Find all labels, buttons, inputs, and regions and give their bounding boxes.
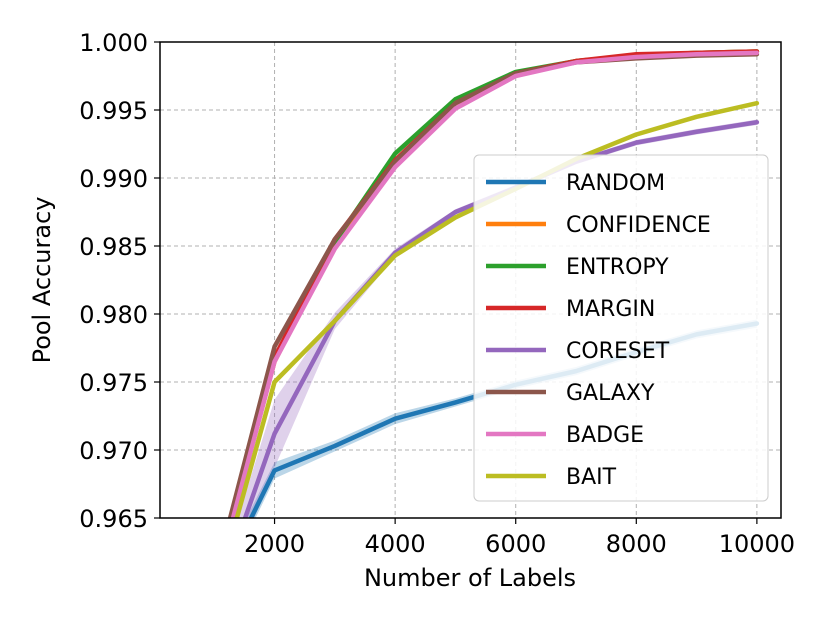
- legend: RANDOM CONFIDENCE ENTROPY MARGIN CORESET GALA…: [473, 154, 769, 502]
- legend-label-entropy: ENTROPY: [566, 255, 669, 280]
- y-tick-label: 0.990: [79, 165, 148, 193]
- y-tick-label: 1.000: [79, 29, 148, 57]
- band-coreset: [238, 119, 757, 518]
- y-tick-label: 0.970: [79, 437, 148, 465]
- legend-box: [473, 154, 769, 502]
- x-tick-label: 10000: [719, 530, 795, 558]
- legend-label-random: RANDOM: [566, 171, 665, 196]
- y-tick-label: 0.975: [79, 369, 148, 397]
- legend-label-badge: BADGE: [566, 423, 644, 448]
- x-axis-label: Number of Labels: [364, 564, 576, 592]
- y-tick-label: 0.965: [79, 505, 148, 533]
- x-tick-label: 4000: [365, 530, 426, 558]
- y-tick-label: 0.995: [79, 97, 148, 125]
- y-axis-label: Pool Accuracy: [28, 197, 56, 364]
- legend-label-margin: MARGIN: [566, 297, 655, 322]
- x-tick-label: 8000: [606, 530, 667, 558]
- x-tick-label: 6000: [485, 530, 546, 558]
- y-tick-label: 0.980: [79, 301, 148, 329]
- legend-label-coreset: CORESET: [566, 339, 670, 364]
- series-line-badge: [230, 50, 760, 518]
- confidence-bands: [238, 119, 757, 518]
- legend-label-confidence: CONFIDENCE: [566, 213, 711, 238]
- axis-ticks: 2000 4000 6000 8000 10000 0.965 0.970 0.975 0.98…: [79, 29, 795, 558]
- plot-frame: [159, 41, 782, 519]
- y-tick-label: 0.985: [79, 233, 148, 261]
- x-tick-label: 2000: [244, 530, 305, 558]
- legend-label-galaxy: GALAXY: [566, 381, 655, 406]
- legend-label-bait: BAIT: [566, 465, 617, 490]
